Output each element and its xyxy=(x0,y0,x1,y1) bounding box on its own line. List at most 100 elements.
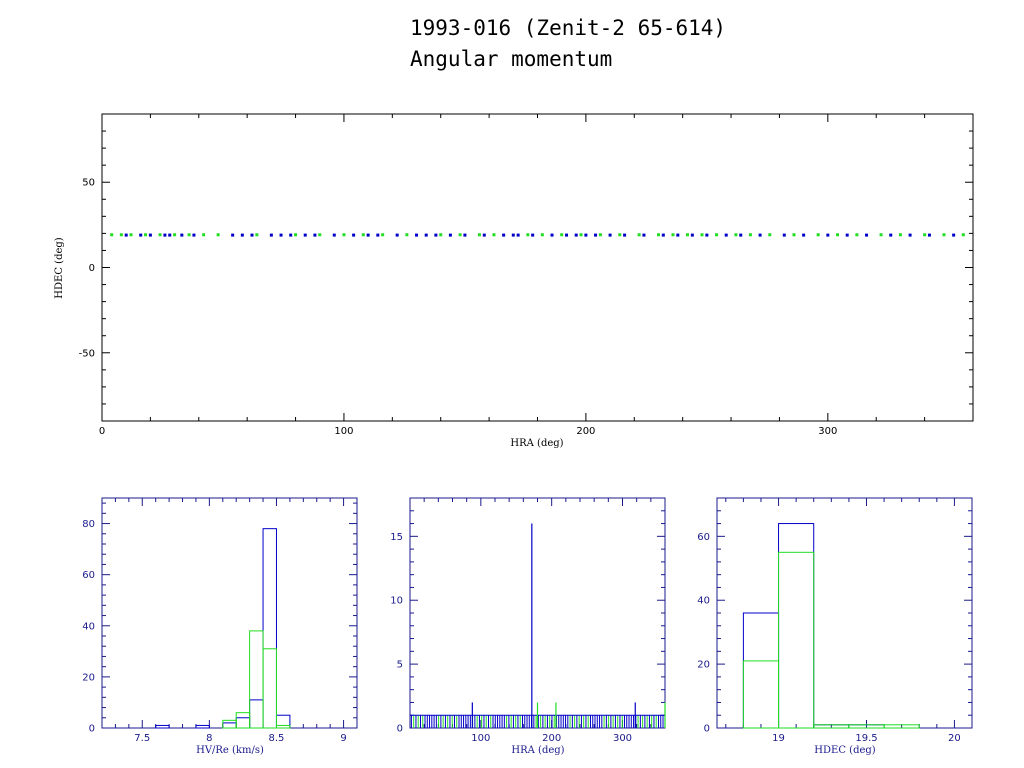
data-point-blue xyxy=(148,233,152,237)
data-point-green xyxy=(618,233,622,237)
main-plot-frame xyxy=(101,113,974,422)
data-point-blue xyxy=(889,233,893,237)
data-point-blue xyxy=(269,233,273,237)
hist1-ytick-label: 0 xyxy=(89,724,95,735)
data-point-blue xyxy=(332,233,336,237)
hist1-xtick-label: 8 xyxy=(206,733,212,744)
data-point-blue xyxy=(739,233,743,237)
data-point-green xyxy=(381,233,385,237)
hist1-ytick-label: 20 xyxy=(82,672,95,683)
hist2-frame xyxy=(409,497,666,729)
hist-bin-green xyxy=(742,660,780,729)
hist2-xlabel: HRA (deg) xyxy=(511,745,564,756)
data-point-green xyxy=(748,233,752,237)
hist-bin-blue xyxy=(222,722,237,729)
data-point-blue xyxy=(927,233,931,237)
main-ytick-label: 50 xyxy=(82,178,95,189)
data-point-green xyxy=(656,233,660,237)
data-point-blue xyxy=(463,233,467,237)
data-point-green xyxy=(923,233,927,237)
data-point-blue xyxy=(690,233,694,237)
hist-bin-blue xyxy=(742,612,780,729)
data-point-blue xyxy=(511,233,515,237)
hist-bin-green xyxy=(275,724,291,729)
hist1-ytick-label: 80 xyxy=(82,519,95,530)
data-point-green xyxy=(129,233,133,237)
main-axis-ticks: 0 100 200 300 -50 0 50 xyxy=(79,113,974,437)
data-point-blue xyxy=(395,233,399,237)
data-point-green xyxy=(216,233,220,237)
hist1-bars xyxy=(155,528,291,729)
data-point-green xyxy=(598,233,602,237)
hist3-ytick-label: 20 xyxy=(697,660,710,671)
data-point-green xyxy=(361,233,365,237)
data-point-blue xyxy=(482,233,486,237)
data-point-green xyxy=(768,233,772,237)
data-point-green xyxy=(816,233,820,237)
hist3-xtick-label: 20 xyxy=(948,733,961,744)
data-point-blue xyxy=(758,233,762,237)
hist2-xtick-label: 100 xyxy=(471,733,490,744)
hist2-ytick-label: 0 xyxy=(397,724,403,735)
data-point-green xyxy=(187,233,191,237)
data-point-blue xyxy=(516,233,520,237)
hist2-xtick-label: 300 xyxy=(613,733,632,744)
hist3-ytick-label: 40 xyxy=(697,596,710,607)
hist-bin-green xyxy=(778,551,815,729)
data-point-green xyxy=(119,233,123,237)
data-point-green xyxy=(318,233,322,237)
data-point-green xyxy=(342,233,346,237)
data-point-green xyxy=(526,233,530,237)
hist2-xtick-label: 200 xyxy=(542,733,561,744)
data-point-blue xyxy=(376,233,380,237)
data-point-blue xyxy=(623,233,627,237)
main-xtick-label: 0 xyxy=(99,426,105,437)
data-point-green xyxy=(942,233,946,237)
data-point-blue xyxy=(289,233,293,237)
data-point-green xyxy=(855,233,859,237)
data-point-green xyxy=(405,233,409,237)
data-point-blue xyxy=(550,233,554,237)
data-point-blue xyxy=(584,233,588,237)
hist-bin-blue xyxy=(262,528,277,729)
hist2-bars xyxy=(410,523,666,728)
main-ytick-label: 0 xyxy=(89,263,95,274)
data-point-blue xyxy=(163,233,167,237)
hist1-xtick-label: 7.5 xyxy=(134,733,150,744)
hist1-ytick-label: 60 xyxy=(82,570,95,581)
data-point-green xyxy=(560,233,564,237)
hist-bin-green xyxy=(222,719,237,729)
data-point-green xyxy=(879,233,883,237)
data-point-green xyxy=(173,233,177,237)
data-point-blue xyxy=(826,233,830,237)
data-point-green xyxy=(792,233,796,237)
data-point-green xyxy=(202,233,206,237)
histogram-hra: 100 200 300 0 5 10 15 HRA (deg) xyxy=(390,497,666,756)
data-point-blue xyxy=(366,233,370,237)
hist1-xtick-label: 9 xyxy=(340,733,346,744)
data-point-blue xyxy=(231,233,235,237)
hist-bin-blue xyxy=(235,717,251,729)
data-point-green xyxy=(700,233,704,237)
data-point-green xyxy=(734,233,738,237)
data-point-green xyxy=(637,233,641,237)
data-point-blue xyxy=(845,233,849,237)
data-point-blue xyxy=(574,233,578,237)
data-point-blue xyxy=(642,233,646,237)
data-point-blue xyxy=(565,233,569,237)
main-xtick-label: 100 xyxy=(334,426,353,437)
data-point-green xyxy=(898,233,902,237)
data-point-green xyxy=(961,233,965,237)
data-point-blue xyxy=(502,233,506,237)
data-point-blue xyxy=(424,233,428,237)
data-point-blue xyxy=(192,233,196,237)
data-point-blue xyxy=(676,233,680,237)
data-point-blue xyxy=(124,233,128,237)
hist1-axis-ticks: 7.5 8 8.5 9 0 20 40 60 80 xyxy=(82,498,358,744)
data-point-blue xyxy=(240,233,244,237)
hist3-bars xyxy=(742,523,920,729)
data-point-blue xyxy=(448,233,452,237)
data-point-green xyxy=(686,233,690,237)
hist3-xtick-label: 19.5 xyxy=(855,733,877,744)
